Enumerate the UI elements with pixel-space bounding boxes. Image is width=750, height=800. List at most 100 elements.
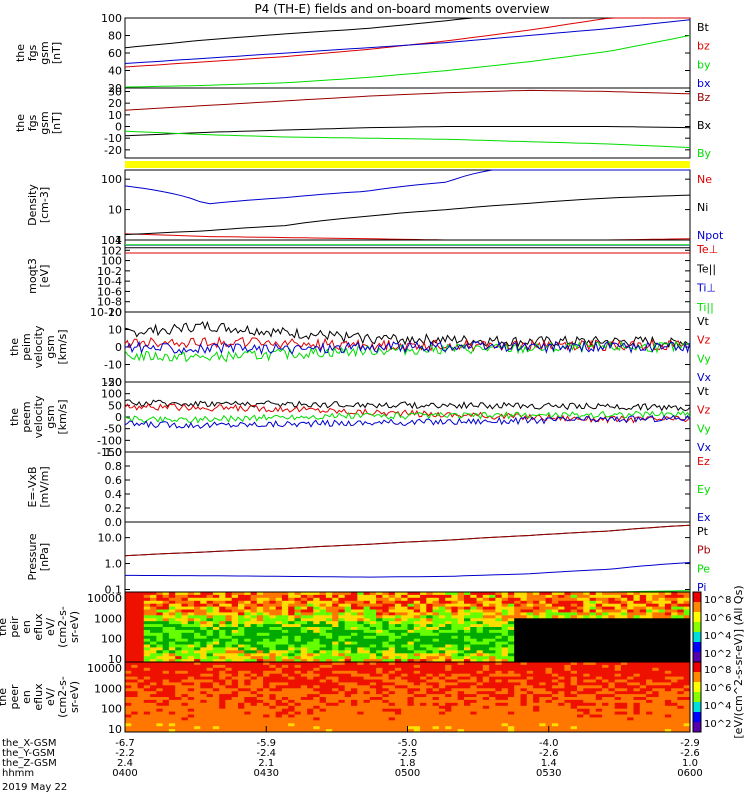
- heatmap-cell: [269, 621, 277, 625]
- heatmap-cell: [294, 656, 302, 660]
- heatmap-cell: [551, 656, 559, 660]
- heatmap-cell: [244, 638, 252, 643]
- heatmap-cell: [376, 702, 383, 707]
- heatmap-cell: [187, 664, 195, 669]
- heatmap-cell: [156, 664, 164, 669]
- heatmap-cell: [168, 603, 176, 608]
- heatmap-cell: [652, 592, 660, 596]
- heatmap-cell: [162, 717, 170, 721]
- heatmap-cell: [238, 708, 245, 713]
- heatmap-cell: [413, 653, 421, 657]
- heatmap-cell: [577, 729, 584, 733]
- heatmap-cell: [683, 679, 691, 683]
- heatmap-cell: [294, 659, 302, 663]
- heatmap-cell: [325, 644, 333, 648]
- heatmap-cell: [677, 697, 685, 701]
- heatmap-cell: [658, 694, 666, 698]
- heatmap-cell: [263, 659, 270, 663]
- heatmap-cell: [570, 638, 578, 643]
- heatmap-cell: [338, 676, 346, 680]
- heatmap-cell: [206, 679, 214, 683]
- heatmap-cell: [633, 650, 641, 654]
- heatmap-cell: [407, 679, 415, 683]
- heatmap-cell: [307, 624, 314, 628]
- heatmap-cell: [457, 679, 465, 683]
- heatmap-cell: [457, 667, 465, 672]
- heatmap-cell: [627, 688, 634, 692]
- heatmap-cell: [533, 662, 540, 666]
- heatmap-cell: [288, 650, 295, 654]
- heatmap-cell: [664, 729, 672, 733]
- heatmap-cell: [325, 600, 333, 605]
- heatmap-cell: [457, 653, 465, 657]
- heatmap-cell: [577, 638, 584, 643]
- heatmap-cell: [476, 726, 484, 730]
- heatmap-cell: [438, 697, 446, 701]
- heatmap-cell: [470, 635, 478, 640]
- heatmap-cell: [137, 723, 145, 727]
- heatmap-cell: [325, 676, 333, 680]
- heatmap-cell: [639, 644, 647, 648]
- heatmap-cell: [420, 650, 427, 654]
- heatmap-cell: [658, 650, 666, 654]
- heatmap-cell: [683, 597, 691, 602]
- heatmap-cell: [671, 679, 678, 683]
- heatmap-cell: [250, 653, 258, 657]
- heatmap-cell: [445, 650, 452, 654]
- y-axis-label: [nPa]: [38, 543, 51, 571]
- heatmap-cell: [470, 621, 478, 625]
- heatmap-cell: [369, 708, 377, 713]
- heatmap-cell: [671, 632, 678, 637]
- heatmap-cell: [558, 638, 565, 643]
- heatmap-cell: [457, 600, 465, 605]
- heatmap-cell: [489, 627, 496, 631]
- heatmap-cell: [256, 676, 264, 680]
- heatmap-cell: [620, 632, 628, 637]
- heatmap-cell: [583, 667, 591, 672]
- heatmap-cell: [539, 653, 547, 657]
- colorbar-tick-label: 10^6: [704, 683, 731, 694]
- heatmap-cell: [181, 717, 189, 721]
- heatmap-cell: [281, 673, 289, 678]
- heatmap-cell: [388, 685, 396, 689]
- heatmap-cell: [263, 621, 270, 625]
- heatmap-cell: [526, 609, 534, 613]
- heatmap-cell: [363, 664, 371, 669]
- heatmap-cell: [307, 618, 314, 622]
- heatmap-cell: [156, 679, 164, 683]
- heatmap-cell: [238, 659, 245, 663]
- heatmap-cell: [420, 697, 427, 701]
- heatmap-cell: [614, 699, 622, 704]
- heatmap-cell: [401, 627, 408, 631]
- x-tick-label: 1.8: [400, 758, 416, 769]
- heatmap-cell: [206, 624, 214, 628]
- heatmap-cell: [319, 638, 327, 643]
- heatmap-cell: [382, 685, 390, 689]
- heatmap-cell: [451, 682, 459, 686]
- heatmap-cell: [551, 673, 559, 678]
- heatmap-cell: [633, 705, 641, 710]
- heatmap-cell: [551, 641, 559, 645]
- heatmap-cell: [401, 673, 408, 678]
- heatmap-cell: [501, 714, 509, 718]
- heatmap-cell: [608, 688, 616, 692]
- heatmap-cell: [231, 618, 239, 622]
- heatmap-cell: [633, 644, 641, 648]
- heatmap-cell: [470, 723, 478, 727]
- heatmap-cell: [664, 600, 672, 605]
- heatmap-cell: [551, 723, 559, 727]
- heatmap-cell: [150, 664, 157, 669]
- heatmap-cell: [313, 656, 321, 660]
- heatmap-cell: [658, 726, 666, 730]
- heatmap-cell: [250, 702, 258, 707]
- heatmap-cell: [426, 708, 434, 713]
- heatmap-cell: [376, 656, 383, 660]
- heatmap-cell: [319, 600, 327, 605]
- heatmap-cell: [551, 670, 559, 675]
- heatmap-cell: [244, 676, 252, 680]
- heatmap-cell: [683, 682, 691, 686]
- heatmap-cell: [438, 705, 446, 710]
- heatmap-cell: [137, 667, 145, 672]
- heatmap-cell: [225, 650, 233, 654]
